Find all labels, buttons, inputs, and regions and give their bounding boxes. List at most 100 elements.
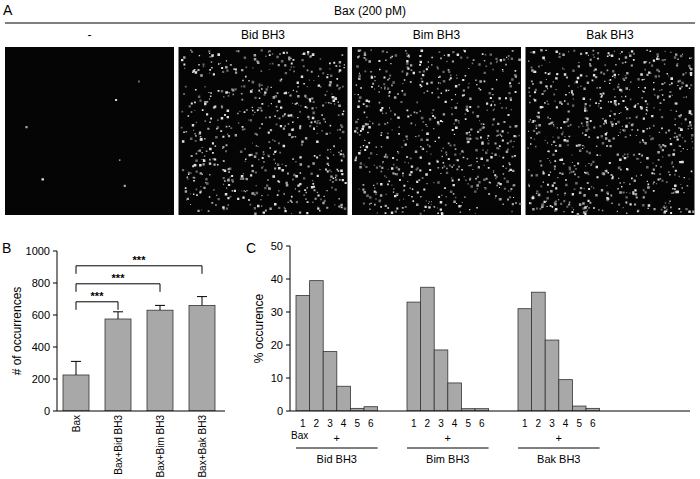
y-tick-label: 600: [32, 309, 50, 321]
speckles: [138, 81, 140, 83]
x-tick-label: 1: [300, 418, 306, 429]
title-rule: [5, 23, 695, 24]
panel-label: C: [246, 240, 256, 256]
x-tick-label: 2: [314, 418, 320, 429]
speckles: [181, 51, 347, 214]
y-tick: [286, 411, 290, 412]
bar: [323, 352, 337, 411]
bar: [407, 302, 421, 411]
x-tick-label: 3: [549, 418, 555, 429]
y-tick-label: 800: [32, 277, 50, 289]
row-mark: +: [334, 432, 340, 444]
error-line: [202, 297, 203, 306]
significance-bracket: [76, 266, 202, 274]
speckles: [528, 50, 692, 215]
y-tick: [53, 315, 57, 316]
x-tick-label: 3: [438, 418, 444, 429]
x-axis: [290, 411, 690, 412]
row-mark: +: [445, 432, 451, 444]
image-label: -: [88, 28, 92, 42]
significance-label: ***: [112, 272, 126, 284]
speckles: [354, 50, 521, 215]
y-tick: [286, 345, 290, 346]
y-tick: [53, 251, 57, 252]
x-tick-label: 4: [341, 418, 347, 429]
y-tick-label: 0: [277, 405, 283, 417]
group-rule: [518, 448, 600, 449]
bar: [189, 305, 215, 411]
error-bar: [155, 305, 165, 310]
error-cap: [71, 361, 81, 362]
group-label: Bak BH3: [537, 453, 580, 465]
error-cap: [113, 311, 123, 312]
y-tick-label: 50: [271, 240, 283, 252]
error-line: [118, 312, 119, 319]
x-tick-label: 5: [354, 418, 360, 429]
group-rule: [296, 448, 378, 449]
bar: [147, 310, 173, 411]
y-tick-label: 400: [32, 341, 50, 353]
x-tick-label: Bax+Bak BH3: [197, 415, 208, 478]
bar: [572, 406, 586, 411]
panel-title: Bax (200 pM): [334, 4, 406, 18]
row-label: Bax: [291, 430, 308, 441]
y-axis-label: % occurence: [252, 293, 266, 363]
bar: [63, 375, 89, 411]
y-tick-label: 0: [44, 405, 50, 417]
bar: [448, 383, 462, 411]
error-cap: [155, 305, 165, 306]
group-rule: [407, 448, 489, 449]
speckles: [181, 49, 346, 214]
speckles: [42, 99, 121, 181]
x-tick-label: Bax+Bim BH3: [155, 415, 166, 478]
x-axis: [57, 411, 225, 412]
error-bar: [113, 312, 123, 319]
x-tick-label: Bax+Bid BH3: [113, 415, 124, 475]
x-tick-label: 5: [576, 418, 582, 429]
error-line: [160, 305, 161, 310]
group-label: Bim BH3: [426, 453, 469, 465]
x-tick-label: 6: [368, 418, 374, 429]
bar: [337, 386, 351, 411]
y-axis: [57, 251, 58, 411]
speckles: [357, 50, 521, 215]
y-tick: [286, 312, 290, 313]
micrograph: [179, 47, 348, 215]
bar: [364, 407, 378, 411]
speckles: [528, 49, 695, 215]
x-tick-label: 1: [522, 418, 528, 429]
bar: [559, 380, 573, 411]
significance-label: ***: [133, 254, 147, 266]
group-label: Bid BH3: [317, 453, 357, 465]
y-axis-label: # of occurrences: [10, 287, 24, 376]
speckles: [354, 50, 517, 216]
y-tick: [53, 411, 57, 412]
x-tick-label: 6: [479, 418, 485, 429]
x-tick-label: 6: [590, 418, 596, 429]
error-bar: [197, 297, 207, 306]
y-tick: [286, 378, 290, 379]
y-tick: [286, 246, 290, 247]
figure: ABax (200 pM)-Bid BH3Bim BH3Bak BH3B# of…: [0, 0, 700, 479]
significance-bracket: [76, 284, 160, 292]
y-tick-label: 1000: [26, 245, 50, 257]
x-tick-label: Bax: [71, 415, 82, 432]
y-tick-label: 40: [271, 273, 283, 285]
row-mark: +: [556, 432, 562, 444]
y-tick-label: 20: [271, 339, 283, 351]
significance-bracket: [76, 302, 118, 310]
x-tick-label: 2: [425, 418, 431, 429]
micrograph: [352, 47, 521, 215]
bar: [518, 309, 532, 411]
y-tick-label: 30: [271, 306, 283, 318]
y-axis: [290, 246, 291, 411]
x-tick-label: 2: [536, 418, 542, 429]
x-tick-label: 4: [452, 418, 458, 429]
bar: [545, 340, 559, 411]
image-label: Bid BH3: [241, 28, 285, 42]
plot-area: [296, 281, 600, 411]
micrograph: [5, 47, 174, 215]
image-label: Bak BH3: [586, 28, 634, 42]
y-tick-label: 10: [271, 372, 283, 384]
panel-label: A: [3, 2, 13, 18]
